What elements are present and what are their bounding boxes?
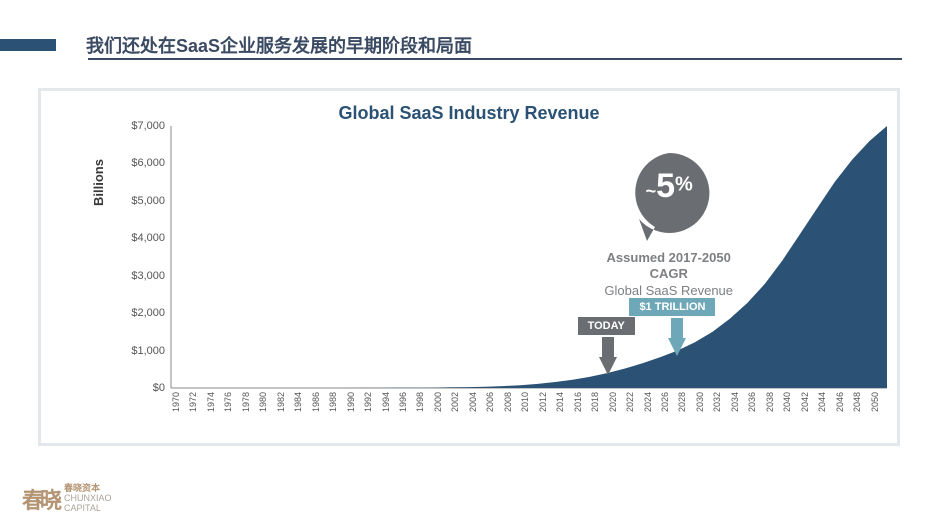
cagr-bubble-text: ~5% [625,167,713,206]
y-tick: $3,000 [111,270,171,282]
y-tick: $1,000 [111,345,171,357]
y-tick: $7,000 [111,120,171,132]
today-arrow-head [599,357,617,375]
x-tick: 2026 [660,392,670,412]
today-arrow-stem [602,337,614,357]
logo-text: 春晓资本 CHUNXIAO CAPITAL [64,484,112,514]
x-tick: 1984 [293,392,303,412]
x-tick: 2014 [555,392,565,412]
bubble-big: 5 [656,167,675,205]
x-tick: 2028 [677,392,687,412]
x-tick: 2048 [852,392,862,412]
y-tick: $4,000 [111,232,171,244]
logo-mark: 春晓 [22,483,58,515]
x-tick: 1974 [206,392,216,412]
x-tick: 2024 [643,392,653,412]
x-tick: 1982 [276,392,286,412]
x-tick: 2004 [468,392,478,412]
chart-panel: Global SaaS Industry Revenue Billions $0… [38,88,900,446]
x-tick: 1998 [415,392,425,412]
x-tick: 2050 [870,392,880,412]
x-tick: 2006 [485,392,495,412]
x-tick: 2010 [520,392,530,412]
area-series [171,126,887,388]
x-tick: 1992 [363,392,373,412]
today-callout: TODAY [578,317,635,335]
header-underline [88,58,902,60]
x-tick: 2022 [625,392,635,412]
x-tick: 2044 [817,392,827,412]
x-tick: 2018 [590,392,600,412]
x-tick: 1990 [346,392,356,412]
x-tick: 2046 [835,392,845,412]
y-tick: $2,000 [111,307,171,319]
x-tick: 1972 [188,392,198,412]
x-tick: 1996 [398,392,408,412]
y-tick: $6,000 [111,157,171,169]
x-tick: 2008 [503,392,513,412]
x-tick: 2012 [538,392,548,412]
y-tick: $0 [111,382,171,394]
x-tick: 2000 [433,392,443,412]
bubble-pct: % [675,174,693,196]
page-title: 我们还处在SaaS企业服务发展的早期阶段和局面 [86,32,472,58]
logo-line3: CAPITAL [64,504,112,514]
x-tick: 1970 [171,392,181,412]
x-tick: 1980 [258,392,268,412]
plot-area: $0$1,000$2,000$3,000$4,000$5,000$6,000$7… [171,126,887,388]
header: 我们还处在SaaS企业服务发展的早期阶段和局面 [0,32,472,58]
x-tick: 2020 [608,392,618,412]
x-tick: 1976 [223,392,233,412]
trillion-arrow-head [668,338,686,356]
x-tick: 2034 [730,392,740,412]
trillion-callout: $1 TRILLION [629,298,715,316]
x-tick: 2032 [712,392,722,412]
chart-svg [171,126,887,390]
annot-line2: CAGR [589,266,749,283]
x-tick: 2040 [782,392,792,412]
header-accent [0,39,56,51]
brand-logo: 春晓 春晓资本 CHUNXIAO CAPITAL [22,483,112,515]
x-tick: 1994 [381,392,391,412]
x-tick: 2036 [747,392,757,412]
bubble-prefix: ~ [646,181,657,201]
annot-line1: Assumed 2017-2050 [589,250,749,267]
cagr-annotation: Assumed 2017-2050 CAGR Global SaaS Reven… [589,250,749,301]
trillion-arrow-stem [671,318,683,338]
x-tick: 2002 [450,392,460,412]
x-tick: 2042 [800,392,810,412]
x-tick: 2030 [695,392,705,412]
x-tick: 1988 [328,392,338,412]
cagr-bubble: ~5% [625,149,713,245]
x-tick: 2038 [765,392,775,412]
x-tick: 1986 [311,392,321,412]
y-axis-label: Billions [91,159,106,206]
y-tick: $5,000 [111,195,171,207]
x-tick: 2016 [573,392,583,412]
x-tick: 1978 [241,392,251,412]
